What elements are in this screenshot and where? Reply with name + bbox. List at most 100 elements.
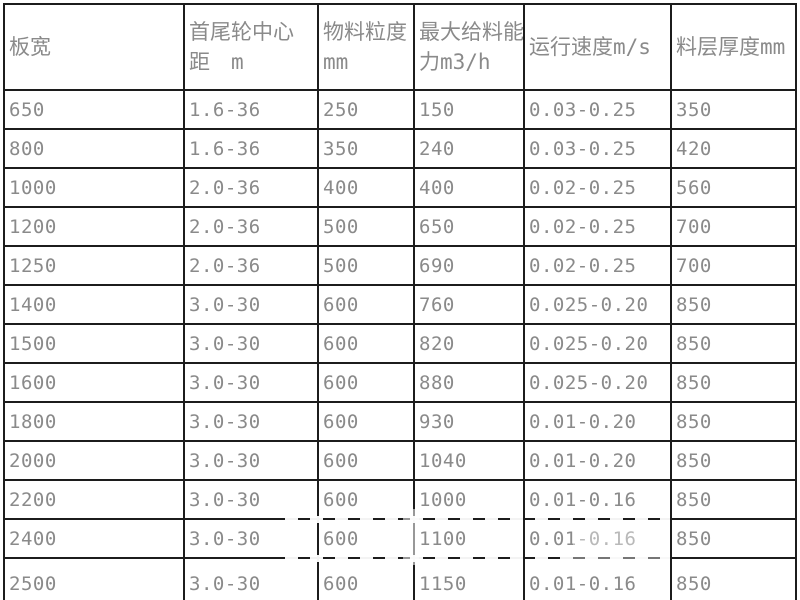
table-cell: 0.025-0.20 xyxy=(523,323,672,364)
table-cell: 0.02-0.25 xyxy=(523,245,672,286)
table-cell: 850 xyxy=(670,518,797,559)
table-cell: 600 xyxy=(317,518,415,559)
column-header-line1: 最大给料能 xyxy=(419,19,524,44)
table-cell: 1100 xyxy=(413,518,525,559)
table-cell: 350 xyxy=(670,89,797,130)
table-row: 1600 3.0-30 600 880 0.025-0.20 850 xyxy=(3,362,797,403)
table-cell: 1.6-36 xyxy=(183,128,319,169)
table-cell: 400 xyxy=(317,167,415,208)
table-row: 1200 2.0-36 500 650 0.02-0.25 700 xyxy=(3,206,797,247)
table-cell: 0.01-0.16 xyxy=(523,557,672,600)
table-cell: 2000 xyxy=(3,440,185,481)
table-cell: 600 xyxy=(317,557,415,600)
table-cell: 650 xyxy=(3,89,185,130)
feeder-spec-table: 板宽 首尾轮中心距 m 物料粒度 mm 最大给料能 力m3/h 运行速度m/s 料层厚度mm … xyxy=(3,3,797,600)
table-cell: 1150 xyxy=(413,557,525,600)
table-body: 650 1.6-36 250 150 0.03-0.25 350 800 1.6-36 350 2… xyxy=(3,89,797,600)
table-cell: 1200 xyxy=(3,206,185,247)
table-cell: 2.0-36 xyxy=(183,245,319,286)
column-header-line1: 运行速度m/s xyxy=(529,34,651,59)
table-cell: 0.03-0.25 xyxy=(523,89,672,130)
table-cell: 560 xyxy=(670,167,797,208)
table-cell: 690 xyxy=(413,245,525,286)
table-cell: 0.02-0.25 xyxy=(523,167,672,208)
table-cell: 850 xyxy=(670,557,797,600)
table-cell: 0.03-0.25 xyxy=(523,128,672,169)
table-cell: 500 xyxy=(317,245,415,286)
table-cell: 3.0-30 xyxy=(183,479,319,520)
column-header-5: 料层厚度mm xyxy=(670,3,797,91)
table-cell: 600 xyxy=(317,401,415,442)
table-row: 2000 3.0-30 600 1040 0.01-0.20 850 xyxy=(3,440,797,481)
table-cell: 700 xyxy=(670,206,797,247)
table-cell: 150 xyxy=(413,89,525,130)
column-header-line1: 首尾轮中心 xyxy=(189,19,294,44)
table-cell: 850 xyxy=(670,284,797,325)
table-cell: 850 xyxy=(670,323,797,364)
table-cell: 820 xyxy=(413,323,525,364)
table-cell: 600 xyxy=(317,323,415,364)
table-cell: 250 xyxy=(317,89,415,130)
table-cell: 700 xyxy=(670,245,797,286)
table-cell: 0.025-0.20 xyxy=(523,284,672,325)
table-cell: 880 xyxy=(413,362,525,403)
column-header-1: 首尾轮中心距 m xyxy=(183,3,319,91)
table-cell: 1400 xyxy=(3,284,185,325)
header-row: 板宽 首尾轮中心距 m 物料粒度 mm 最大给料能 力m3/h 运行速度m/s 料层厚度mm xyxy=(3,3,797,91)
table-cell: 2400 xyxy=(3,518,185,559)
column-header-line1: 料层厚度mm xyxy=(676,34,786,59)
table-cell: 1040 xyxy=(413,440,525,481)
table-row: 1000 2.0-36 400 400 0.02-0.25 560 xyxy=(3,167,797,208)
table-cell: 350 xyxy=(317,128,415,169)
column-header-3: 最大给料能力m3/h xyxy=(413,3,525,91)
table-cell: 600 xyxy=(317,362,415,403)
table-cell: 850 xyxy=(670,440,797,481)
table-cell: 3.0-30 xyxy=(183,362,319,403)
table-row: 2400 3.0-30 600 1100 0.01-0.16 850 xyxy=(3,518,797,559)
table-cell: 3.0-30 xyxy=(183,440,319,481)
table-cell: 3.0-30 xyxy=(183,284,319,325)
table-row: 1500 3.0-30 600 820 0.025-0.20 850 xyxy=(3,323,797,364)
table-cell: 3.0-30 xyxy=(183,518,319,559)
table-cell: 930 xyxy=(413,401,525,442)
column-header-line1: 板宽 xyxy=(9,34,51,59)
table-cell: 850 xyxy=(670,479,797,520)
table-row: 1400 3.0-30 600 760 0.025-0.20 850 xyxy=(3,284,797,325)
column-header-line2: 力m3/h xyxy=(419,50,491,74)
table-cell: 240 xyxy=(413,128,525,169)
column-header-line1: 物料粒度 xyxy=(323,19,407,44)
table-cell: 800 xyxy=(3,128,185,169)
table-cell: 3.0-30 xyxy=(183,323,319,364)
table-row: 2200 3.0-30 600 1000 0.01-0.16 850 xyxy=(3,479,797,520)
table-cell: 850 xyxy=(670,362,797,403)
column-header-2: 物料粒度 mm xyxy=(317,3,415,91)
table-cell: 1600 xyxy=(3,362,185,403)
table-cell: 1000 xyxy=(3,167,185,208)
table-cell: 1250 xyxy=(3,245,185,286)
table-cell: 1.6-36 xyxy=(183,89,319,130)
table-cell: 1000 xyxy=(413,479,525,520)
table-header: 板宽 首尾轮中心距 m 物料粒度 mm 最大给料能 力m3/h 运行速度m/s 料层厚度mm xyxy=(3,3,797,91)
column-header-4: 运行速度m/s xyxy=(523,3,672,91)
table-cell: 500 xyxy=(317,206,415,247)
table-cell: 2500 xyxy=(3,557,185,600)
table-cell: 0.02-0.25 xyxy=(523,206,672,247)
table-cell: 600 xyxy=(317,440,415,481)
column-header-line2: 距 m xyxy=(189,50,244,74)
table-cell: 2200 xyxy=(3,479,185,520)
table-cell: 0.01-0.20 xyxy=(523,401,672,442)
table-cell: 850 xyxy=(670,401,797,442)
table-cell: 2.0-36 xyxy=(183,206,319,247)
table-cell: 400 xyxy=(413,167,525,208)
table-cell: 0.01-0.16 xyxy=(523,479,672,520)
table-cell: 0.025-0.20 xyxy=(523,362,672,403)
table-cell: 650 xyxy=(413,206,525,247)
table-cell: 2.0-36 xyxy=(183,167,319,208)
table-cell: 420 xyxy=(670,128,797,169)
table-row: 1800 3.0-30 600 930 0.01-0.20 850 xyxy=(3,401,797,442)
column-header-line2: mm xyxy=(323,50,349,74)
table-row: 800 1.6-36 350 240 0.03-0.25 420 xyxy=(3,128,797,169)
table-cell: 0.01-0.16 xyxy=(523,518,672,559)
table-cell: 3.0-30 xyxy=(183,401,319,442)
